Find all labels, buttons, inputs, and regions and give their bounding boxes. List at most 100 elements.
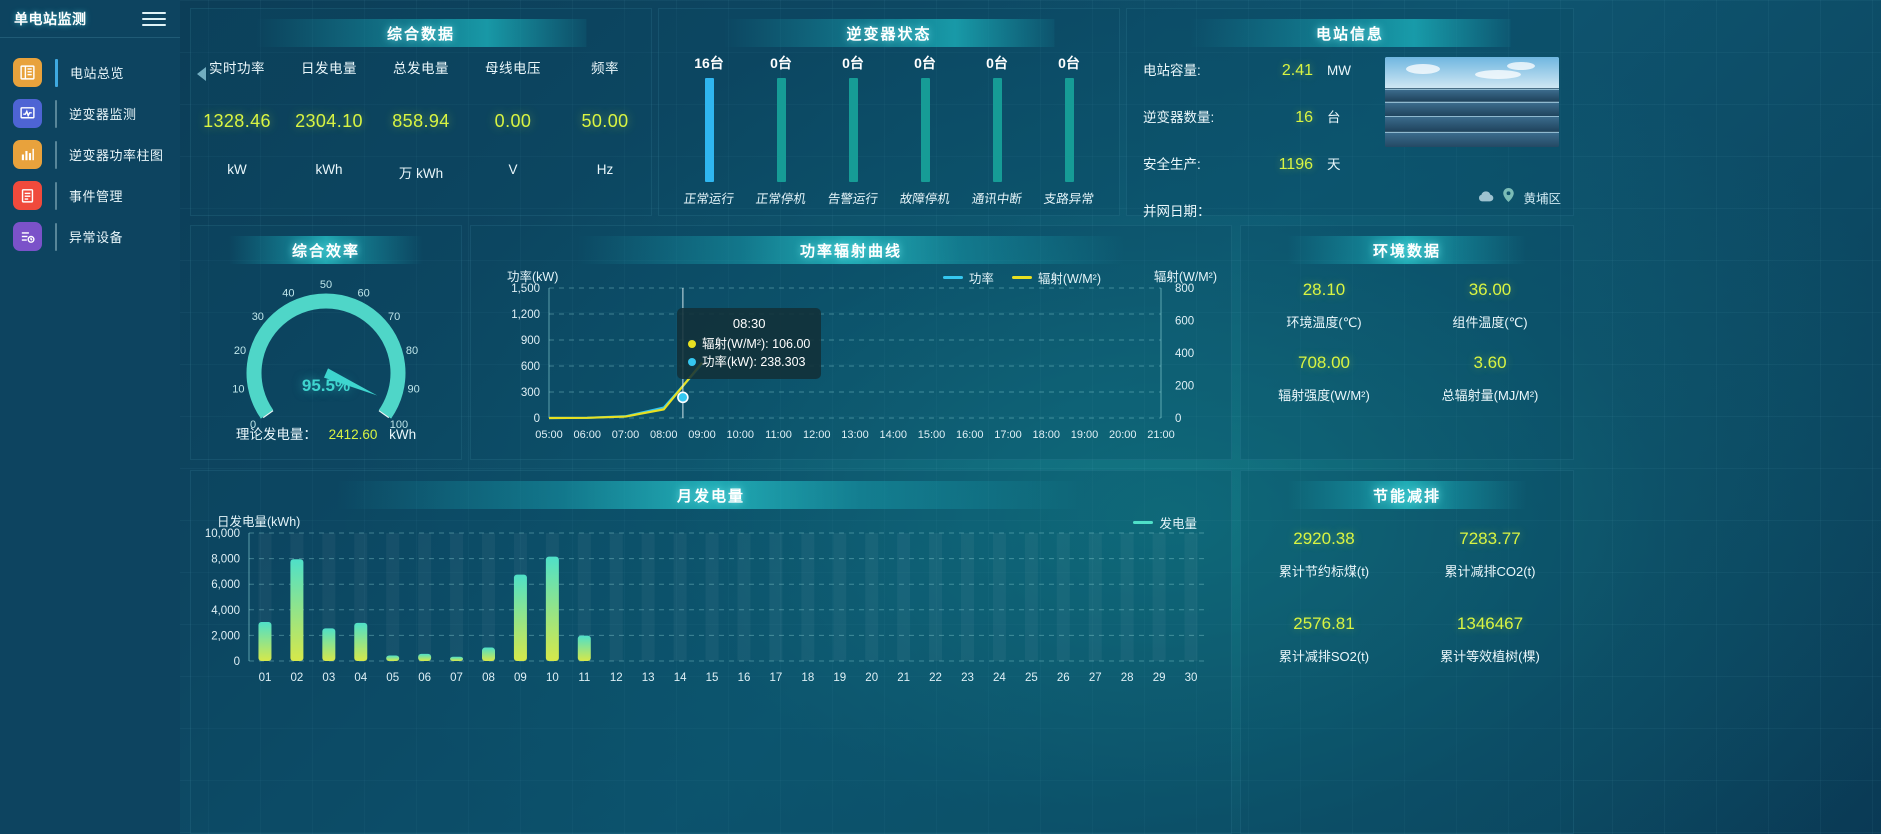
- svg-text:16: 16: [738, 672, 751, 684]
- sidebar-item-inverter-power-bar[interactable]: 逆变器功率柱图: [0, 134, 180, 175]
- svg-text:600: 600: [1175, 316, 1194, 328]
- legend-item-irradiance[interactable]: 辐射(W/M²): [1011, 268, 1101, 287]
- panel-title: 节能减排: [1372, 487, 1441, 505]
- tooltip-dot: [688, 358, 696, 366]
- panel-title: 环境数据: [1372, 242, 1441, 260]
- inverter-status-label: 支路异常: [1042, 192, 1095, 206]
- inverter-count: 16台: [694, 55, 724, 71]
- chart-legend: 发电量: [1133, 513, 1197, 532]
- svg-text:01: 01: [259, 672, 272, 684]
- panel-title-bar: 综合效率: [228, 236, 424, 264]
- inverter-bar: [1064, 78, 1074, 182]
- svg-text:90: 90: [408, 383, 420, 395]
- saving-value: 2576.81: [1293, 614, 1355, 633]
- metric-value: 50.00: [581, 111, 629, 131]
- row-unit: MW: [1327, 63, 1351, 78]
- cloud-icon: [1478, 189, 1494, 207]
- svg-text:22: 22: [929, 672, 942, 684]
- alert-device-icon: [13, 222, 42, 251]
- panel-title-bar: 电站信息: [1189, 19, 1511, 47]
- collapse-left-arrow[interactable]: [197, 67, 206, 81]
- inverter-status-branch-abnormal: 0台 支路异常: [1039, 53, 1099, 206]
- panel-title-bar: 月发电量: [336, 481, 1086, 509]
- sidebar-item-indicator: [55, 181, 57, 210]
- svg-text:08: 08: [482, 672, 495, 684]
- svg-text:8,000: 8,000: [211, 554, 240, 566]
- sidebar: 单电站监测 电站总览: [0, 0, 180, 834]
- svg-text:10,000: 10,000: [205, 528, 240, 540]
- saving-values: 2920.38 累计节约标煤(t) 7283.77 累计减排CO2(t) 257…: [1241, 529, 1573, 665]
- sidebar-item-event-management[interactable]: 事件管理: [0, 175, 180, 216]
- svg-text:6,000: 6,000: [211, 579, 240, 591]
- env-irradiance-intensity: 708.00 辐射强度(W/M²): [1241, 353, 1407, 404]
- inverter-status-normal-stop: 0台 正常停机: [751, 53, 811, 206]
- saving-trees: 1346467 累计等效植树(棵): [1407, 614, 1573, 665]
- panel-title-bar: 功率辐射曲线: [577, 236, 1125, 264]
- svg-text:400: 400: [1175, 348, 1194, 360]
- svg-text:18:00: 18:00: [1032, 429, 1060, 441]
- inverter-status-label: 告警运行: [826, 192, 879, 206]
- station-info-rows: 电站容量: 2.41 MW 逆变器数量: 16 台 安全生产: 1196 天 并…: [1143, 59, 1393, 236]
- panel-title: 月发电量: [676, 487, 746, 505]
- station-capacity-row: 电站容量: 2.41 MW: [1143, 59, 1393, 106]
- sidebar-item-inverter-monitor[interactable]: 逆变器监测: [0, 93, 180, 134]
- inverter-status-label: 正常停机: [754, 192, 807, 206]
- inverter-count: 0台: [914, 55, 936, 71]
- sidebar-item-abnormal-device[interactable]: 异常设备: [0, 216, 180, 257]
- svg-text:10: 10: [546, 672, 559, 684]
- panel-title-bar: 环境数据: [1287, 236, 1527, 264]
- row-label: 并网日期：: [1143, 204, 1211, 219]
- svg-text:0: 0: [234, 656, 240, 668]
- metric-unit: 万 kWh: [398, 166, 444, 181]
- svg-text:26: 26: [1057, 672, 1070, 684]
- inverter-count: 0台: [1058, 55, 1080, 71]
- metric-unit: Hz: [596, 162, 614, 177]
- svg-text:30: 30: [252, 311, 264, 323]
- legend-swatch: [942, 276, 963, 279]
- svg-text:13: 13: [642, 672, 655, 684]
- legend-swatch: [1011, 276, 1032, 279]
- inverter-bar: [776, 78, 786, 182]
- svg-text:80: 80: [406, 345, 418, 357]
- env-value: 28.10: [1302, 280, 1346, 299]
- sidebar-item-overview[interactable]: 电站总览: [0, 52, 180, 93]
- svg-text:21:00: 21:00: [1147, 429, 1175, 441]
- hamburger-icon[interactable]: [142, 11, 166, 26]
- metric-total-energy: 总发电量 858.94 万 kWh: [375, 57, 467, 182]
- theoretical-label: 理论发电量：: [235, 427, 317, 442]
- svg-text:17: 17: [770, 672, 783, 684]
- svg-text:13:00: 13:00: [841, 429, 869, 441]
- svg-text:04: 04: [354, 672, 367, 684]
- tooltip-row-power: 功率(kW): 238.303: [688, 353, 810, 371]
- svg-text:30: 30: [1185, 672, 1198, 684]
- summary-panel: 综合数据 实时功率 1328.46 kW 日发电量 2304.10 kWh 总发…: [190, 8, 652, 216]
- station-location: 黄埔区: [1523, 192, 1561, 206]
- metric-bus-voltage: 母线电压 0.00 V: [467, 57, 559, 182]
- inverter-status-normal-run: 16台 正常运行: [679, 53, 739, 206]
- svg-text:18: 18: [801, 672, 814, 684]
- saving-label: 累计等效植树(棵): [1440, 649, 1540, 664]
- env-label: 辐射强度(W/M²): [1278, 388, 1370, 403]
- panel-title: 功率辐射曲线: [799, 242, 902, 260]
- legend-label: 发电量: [1159, 517, 1197, 531]
- svg-text:12: 12: [610, 672, 623, 684]
- sidebar-menu: 电站总览 逆变器监测 逆变器功率柱: [0, 38, 180, 257]
- svg-text:11:00: 11:00: [765, 429, 792, 441]
- svg-text:21: 21: [897, 672, 910, 684]
- legend-item-generation[interactable]: 发电量: [1133, 513, 1197, 532]
- sidebar-item-indicator: [55, 99, 57, 128]
- svg-text:16:00: 16:00: [956, 429, 984, 441]
- energy-saving-panel: 节能减排 2920.38 累计节约标煤(t) 7283.77 累计减排CO2(t…: [1240, 470, 1574, 834]
- metric-unit: kWh: [315, 162, 343, 177]
- station-photo: [1385, 57, 1559, 147]
- sidebar-item-label: 电站总览: [70, 66, 125, 81]
- svg-text:27: 27: [1089, 672, 1102, 684]
- env-label: 环境温度(℃): [1286, 315, 1362, 330]
- inverter-bar: [704, 78, 714, 182]
- svg-text:900: 900: [521, 335, 540, 347]
- event-icon: [13, 181, 42, 210]
- legend-item-power[interactable]: 功率: [942, 268, 994, 287]
- monthly-generation-chart: 0 2,000 4,000 6,000 8,000 10,000 01 02 03 04 05 06 0…: [205, 528, 1207, 684]
- svg-text:23: 23: [961, 672, 974, 684]
- station-grid-date-row: 并网日期：: [1143, 200, 1393, 236]
